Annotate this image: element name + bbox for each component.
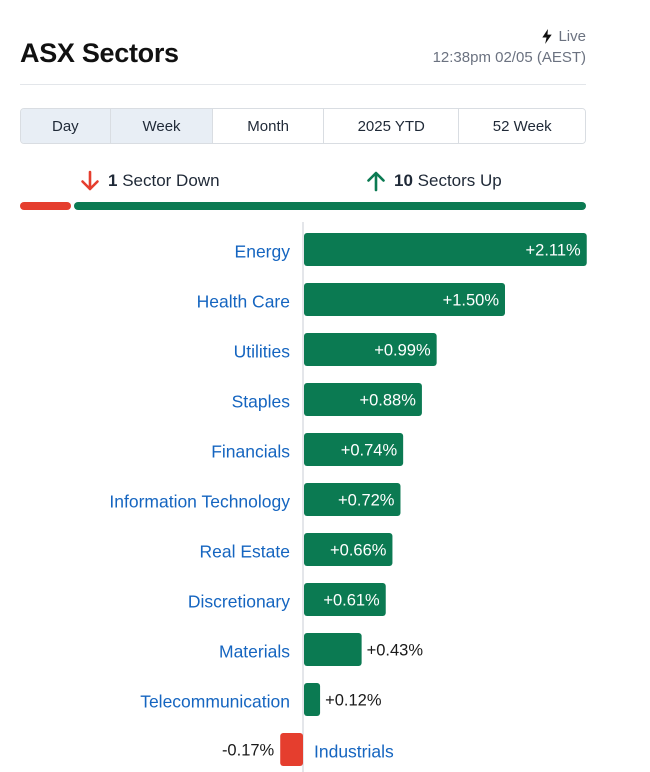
tab-week[interactable]: Week	[110, 109, 214, 143]
period-tabs: Day Week Month 2025 YTD 52 Week	[20, 108, 586, 144]
sector-label[interactable]: Real Estate	[200, 542, 290, 562]
value-label: +0.61%	[323, 592, 380, 610]
up-count: 10	[394, 171, 413, 190]
tab-day[interactable]: Day	[21, 109, 111, 143]
sector-label[interactable]: Utilities	[234, 342, 291, 362]
sector-label[interactable]: Discretionary	[188, 592, 290, 612]
live-indicator: Live	[541, 28, 586, 45]
page-title: ASX Sectors	[20, 38, 179, 68]
sector-label[interactable]: Financials	[211, 442, 290, 462]
tab-label: 52 Week	[492, 117, 552, 135]
value-label: +0.43%	[367, 642, 424, 660]
value-label: -0.17%	[222, 742, 275, 760]
bar-energy[interactable]	[304, 233, 587, 266]
value-label: +1.50%	[443, 292, 500, 310]
tab-label: Month	[247, 117, 289, 135]
sector-label[interactable]: Health Care	[197, 292, 290, 312]
up-text: Sectors Up	[417, 171, 502, 190]
value-label: +0.72%	[338, 492, 395, 510]
tab-label: 2025 YTD	[357, 117, 425, 135]
divider	[20, 84, 586, 85]
value-label: +0.88%	[359, 392, 416, 410]
lightning-icon	[542, 29, 553, 44]
sector-label[interactable]: Industrials	[314, 742, 394, 762]
value-label: +0.74%	[341, 442, 398, 460]
sector-label[interactable]: Staples	[232, 392, 291, 412]
tab-label: Week	[142, 117, 181, 135]
value-label: +0.12%	[325, 692, 382, 710]
value-label: +0.99%	[374, 342, 431, 360]
down-count: 1	[108, 171, 118, 190]
bar-staples[interactable]	[304, 383, 422, 416]
sector-label[interactable]: Telecommunication	[140, 692, 290, 712]
timestamp: 12:38pm 02/05 (AEST)	[432, 49, 586, 66]
sector-bar-chart: Energy +2.11% Health Care +1.50% Utilities +0…	[109, 222, 587, 772]
tab-label: Day	[52, 117, 79, 135]
bar-discretionary[interactable]	[304, 583, 386, 616]
bar-industrials[interactable]	[280, 733, 303, 766]
bar-telecommunication[interactable]	[304, 683, 321, 716]
bar-information-technology[interactable]	[304, 483, 401, 516]
bar-financials[interactable]	[304, 433, 404, 466]
sectors-down-summary: 1 Sector Down	[80, 170, 220, 192]
bar-utilities[interactable]	[304, 333, 437, 366]
sector-label[interactable]: Materials	[219, 642, 290, 662]
value-label: +0.66%	[330, 542, 387, 560]
bar-materials[interactable]	[304, 633, 362, 666]
tab-2025-ytd[interactable]: 2025 YTD	[323, 109, 460, 143]
bar-real-estate[interactable]	[304, 533, 393, 566]
breadth-down-segment	[20, 202, 71, 210]
breadth-up-segment	[74, 202, 586, 210]
value-label: +2.11%	[526, 242, 582, 260]
bar-health-care[interactable]	[304, 283, 505, 316]
arrow-down-icon	[81, 170, 99, 191]
down-text: Sector Down	[122, 171, 220, 190]
tab-month[interactable]: Month	[213, 109, 324, 143]
tab-52-week[interactable]: 52 Week	[459, 109, 585, 143]
sector-label[interactable]: Information Technology	[109, 492, 290, 512]
breadth-bar	[20, 202, 586, 210]
arrow-up-icon	[367, 171, 385, 192]
sector-label[interactable]: Energy	[235, 242, 291, 262]
sectors-up-summary: 10 Sectors Up	[366, 170, 502, 192]
live-label: Live	[558, 28, 586, 45]
